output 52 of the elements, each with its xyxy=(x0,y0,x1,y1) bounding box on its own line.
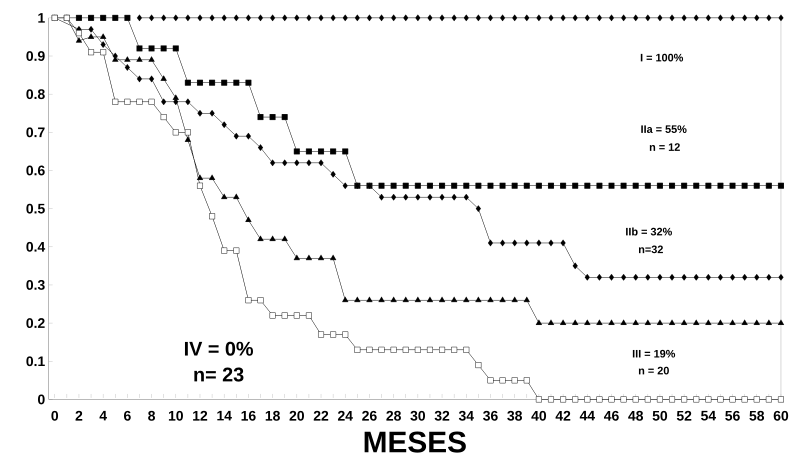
x-tick-label: 20 xyxy=(290,410,304,421)
x-tick-label: 60 xyxy=(774,410,788,421)
annotation: n = 12 xyxy=(650,143,680,151)
x-tick-label: 0 xyxy=(51,410,58,421)
annotation: n=32 xyxy=(638,246,663,254)
annotation: IIb = 32% xyxy=(626,228,672,236)
x-tick-label: 22 xyxy=(314,410,328,421)
y-tick-label: 0.2 xyxy=(26,318,45,328)
x-tick-label: 44 xyxy=(580,410,595,420)
y-tick-label: 0.7 xyxy=(26,127,45,138)
y-tick-label: 0.8 xyxy=(26,89,45,100)
annotation: I = 100% xyxy=(640,54,684,62)
x-tick-label: 46 xyxy=(604,410,619,421)
x-tick-label: 30 xyxy=(410,410,426,421)
annotation: IV = 0% xyxy=(184,342,253,356)
y-tick-label: 0 xyxy=(38,394,45,404)
x-tick-label: 32 xyxy=(434,410,450,421)
x-tick-label: 52 xyxy=(676,410,692,421)
y-tick-label: 0.9 xyxy=(26,51,45,61)
x-tick-label: 54 xyxy=(701,410,716,421)
x-tick-label: 10 xyxy=(168,410,183,421)
x-tick-label: 50 xyxy=(652,410,668,421)
x-tick-label: 36 xyxy=(483,410,498,421)
x-tick-label: 16 xyxy=(242,410,256,421)
x-tick-label: 26 xyxy=(362,410,377,421)
x-tick-label: 24 xyxy=(338,410,353,421)
annotation: IIa = 55% xyxy=(641,125,687,134)
x-tick-label: 58 xyxy=(749,410,764,421)
x-tick-label: 18 xyxy=(266,410,280,421)
annotation: n = 20 xyxy=(638,366,669,374)
x-axis-title: MESES xyxy=(364,432,466,453)
y-tick-label: 0.6 xyxy=(26,166,45,176)
x-tick-label: 28 xyxy=(386,410,401,421)
y-tick-label: 0.3 xyxy=(26,280,45,290)
x-tick-label: 56 xyxy=(725,410,740,421)
x-tick-label: 34 xyxy=(458,410,474,421)
x-tick-label: 4 xyxy=(100,410,107,420)
x-tick-label: 42 xyxy=(556,410,570,421)
x-tick-label: 8 xyxy=(148,410,156,421)
y-tick-label: 0.4 xyxy=(26,242,46,252)
x-tick-label: 12 xyxy=(193,410,208,421)
y-tick-label: 1 xyxy=(38,13,45,23)
annotation: n= 23 xyxy=(194,368,244,382)
y-tick-label: 0.5 xyxy=(26,204,45,214)
y-tick-label: 0.1 xyxy=(26,356,45,366)
annotation: III = 19% xyxy=(632,350,676,358)
x-tick-label: 6 xyxy=(124,410,131,421)
x-tick-label: 40 xyxy=(531,410,546,421)
x-tick-label: 48 xyxy=(628,410,644,421)
x-tick-label: 14 xyxy=(217,410,232,420)
x-tick-label: 38 xyxy=(507,410,522,421)
x-tick-label: 2 xyxy=(76,410,82,421)
